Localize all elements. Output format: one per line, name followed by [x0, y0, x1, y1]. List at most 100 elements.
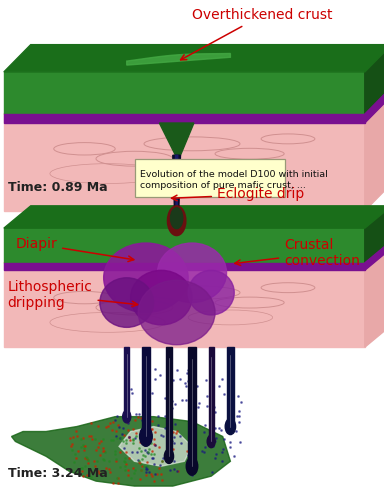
Point: [220, 390, 227, 398]
Point: [114, 474, 121, 482]
Point: [220, 445, 227, 453]
Point: [88, 473, 94, 481]
Polygon shape: [173, 155, 180, 206]
Point: [84, 455, 90, 463]
Point: [72, 450, 78, 458]
Point: [127, 436, 133, 444]
Point: [235, 407, 242, 415]
Point: [141, 427, 147, 434]
Point: [169, 397, 175, 405]
Point: [212, 434, 218, 442]
Point: [169, 452, 175, 460]
Point: [142, 446, 148, 454]
Point: [199, 447, 205, 455]
Point: [91, 457, 97, 465]
Point: [85, 459, 91, 467]
Polygon shape: [365, 45, 384, 114]
Point: [126, 433, 132, 441]
Point: [140, 451, 146, 459]
Point: [135, 455, 141, 463]
Point: [124, 389, 130, 397]
Point: [132, 417, 138, 425]
Point: [152, 441, 158, 449]
Point: [171, 457, 177, 465]
Point: [127, 385, 134, 393]
Point: [150, 454, 156, 462]
Point: [212, 437, 218, 445]
Point: [143, 468, 149, 476]
Point: [169, 437, 175, 445]
Point: [149, 472, 155, 480]
Point: [143, 401, 149, 409]
Polygon shape: [4, 263, 365, 347]
Point: [114, 412, 121, 420]
Point: [125, 466, 131, 474]
Point: [110, 479, 116, 487]
Point: [141, 438, 147, 446]
Polygon shape: [365, 206, 384, 263]
Point: [148, 439, 154, 447]
Point: [156, 443, 162, 451]
Polygon shape: [12, 417, 230, 486]
Ellipse shape: [123, 410, 131, 423]
Point: [86, 473, 92, 481]
Point: [155, 421, 161, 429]
Point: [147, 470, 154, 478]
Polygon shape: [365, 87, 384, 123]
Point: [70, 433, 76, 441]
Point: [137, 414, 144, 422]
Point: [99, 435, 106, 443]
Point: [152, 470, 158, 478]
Point: [135, 414, 141, 422]
Point: [129, 448, 135, 456]
Polygon shape: [4, 228, 365, 263]
Point: [126, 433, 132, 440]
Point: [73, 433, 79, 440]
Point: [100, 455, 106, 463]
Point: [151, 450, 157, 458]
Point: [234, 412, 240, 420]
Point: [99, 444, 106, 452]
Point: [148, 450, 154, 458]
Point: [107, 419, 113, 427]
Point: [89, 435, 95, 443]
Point: [174, 467, 180, 475]
Point: [81, 442, 87, 450]
Point: [114, 434, 120, 442]
Point: [114, 474, 120, 482]
Ellipse shape: [164, 449, 174, 463]
Point: [133, 429, 139, 436]
Point: [116, 423, 122, 431]
Point: [83, 453, 89, 461]
Point: [137, 459, 144, 467]
Point: [108, 436, 114, 444]
Point: [139, 416, 146, 424]
Point: [130, 425, 136, 433]
Point: [86, 467, 92, 475]
Point: [109, 426, 115, 434]
FancyBboxPatch shape: [135, 159, 285, 197]
Point: [202, 421, 208, 429]
Point: [67, 434, 73, 442]
Point: [142, 405, 149, 413]
Point: [119, 431, 125, 438]
Point: [185, 367, 191, 374]
Point: [124, 418, 130, 426]
Point: [152, 375, 159, 383]
Point: [168, 400, 174, 408]
Point: [78, 464, 84, 472]
Point: [96, 469, 102, 477]
Point: [95, 423, 101, 431]
Text: Time: 0.89 Ma: Time: 0.89 Ma: [8, 181, 107, 194]
Polygon shape: [365, 241, 384, 347]
Point: [185, 441, 192, 449]
Polygon shape: [4, 72, 365, 114]
Point: [122, 466, 128, 474]
Point: [123, 448, 129, 456]
Text: Lithospheric
dripping: Lithospheric dripping: [8, 280, 137, 310]
Point: [167, 422, 174, 430]
Point: [143, 396, 149, 404]
Point: [122, 436, 129, 444]
Point: [219, 448, 225, 456]
Point: [121, 457, 127, 465]
